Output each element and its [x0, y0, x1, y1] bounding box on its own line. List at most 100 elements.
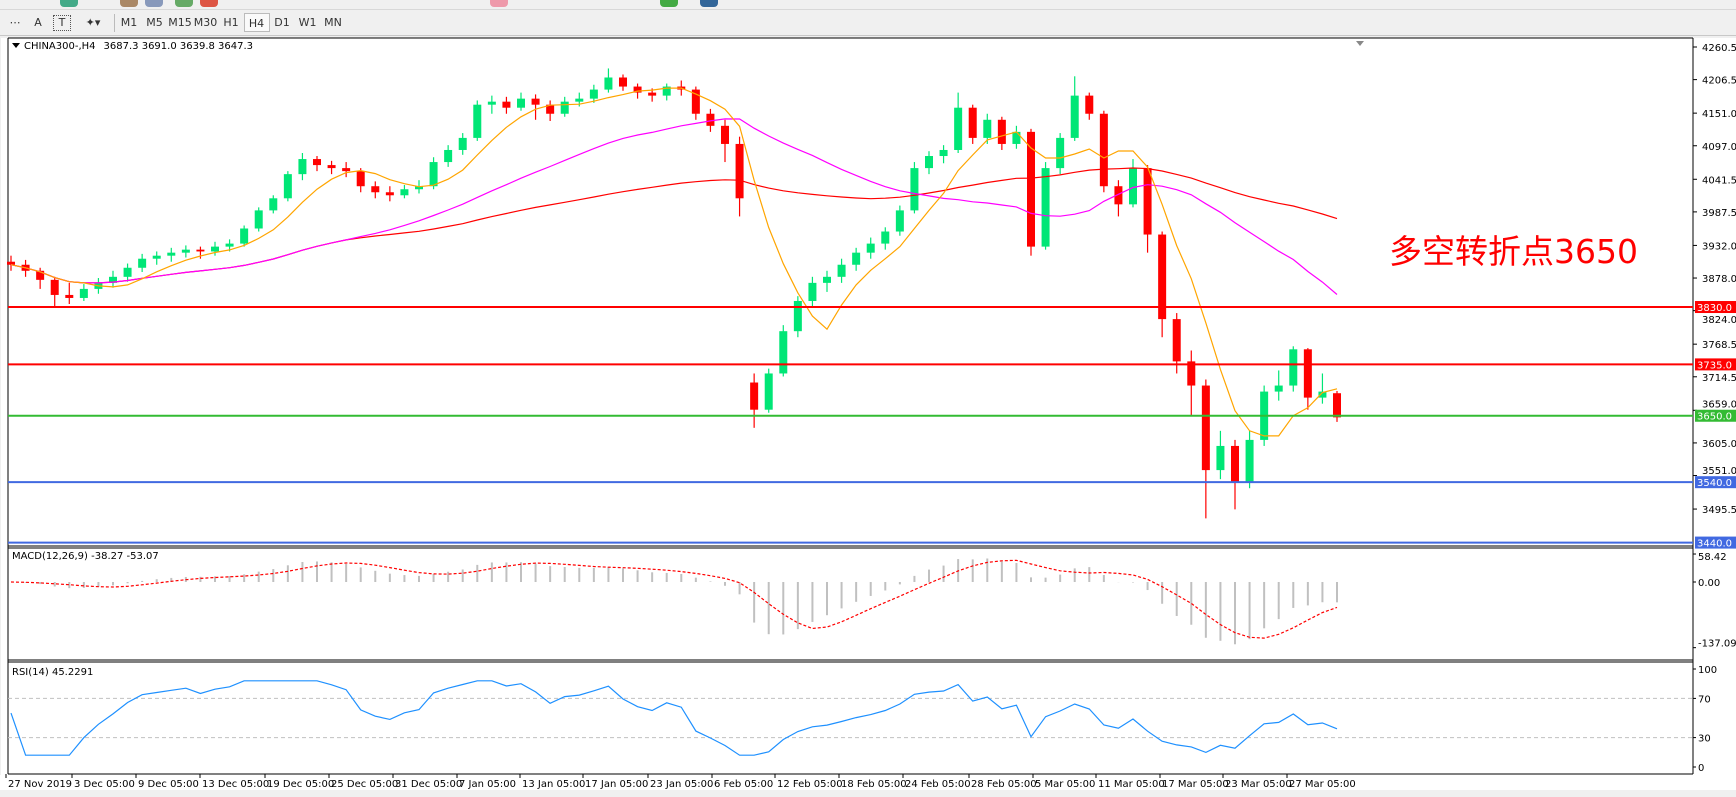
- candle-body: [225, 243, 234, 247]
- tester-icon[interactable]: [175, 0, 193, 7]
- arrows-dropdown-icon[interactable]: ✦▾: [85, 16, 101, 29]
- candle-body: [1056, 137, 1065, 169]
- timeframe-h1-button[interactable]: H1: [223, 16, 239, 29]
- candle: [444, 145, 453, 167]
- terminal-icon[interactable]: [145, 0, 163, 7]
- candle-body: [560, 101, 569, 114]
- timeframe-h4-button[interactable]: H4: [243, 13, 270, 32]
- rsi-label: RSI(14) 45.2291: [12, 667, 93, 678]
- candle-body: [1143, 168, 1152, 235]
- candle-body: [458, 137, 467, 150]
- candle: [50, 276, 59, 308]
- candle-body: [823, 276, 831, 283]
- zoom-in-icon[interactable]: [660, 0, 678, 7]
- time-tick-label: 3 Dec 05:00: [74, 779, 135, 790]
- macd-tick-label: 58.42: [1698, 552, 1727, 563]
- time-tick-label: 5 Mar 05:00: [1035, 779, 1095, 790]
- time-tick-label: 24 Feb 05:00: [905, 779, 971, 790]
- candle-body: [1041, 168, 1050, 247]
- candle: [487, 95, 496, 114]
- candle-body: [1158, 234, 1167, 320]
- candle-body: [50, 279, 59, 295]
- timeframe-w1-button[interactable]: W1: [298, 16, 317, 29]
- candle-body: [283, 174, 292, 199]
- candle-body: [793, 300, 802, 332]
- new-order-icon[interactable]: [60, 0, 78, 7]
- candle: [939, 145, 948, 164]
- time-tick-label: 7 Jan 05:00: [459, 779, 516, 790]
- time-tick-label: 9 Dec 05:00: [138, 779, 199, 790]
- candle: [837, 258, 846, 283]
- candle: [1216, 430, 1225, 480]
- candle-body: [211, 246, 219, 252]
- candle-body: [298, 159, 307, 175]
- candle: [400, 185, 409, 199]
- candle: [823, 270, 831, 292]
- candle: [954, 92, 963, 154]
- help-icon[interactable]: [700, 0, 718, 7]
- candle: [852, 247, 861, 271]
- autotrading-icon[interactable]: [200, 0, 218, 7]
- candle-body: [648, 92, 657, 96]
- candle-body: [910, 168, 919, 211]
- macd-tick-label: 0.00: [1698, 578, 1720, 589]
- candle: [1056, 133, 1065, 175]
- candle: [735, 136, 744, 217]
- candle-body: [371, 186, 380, 193]
- level-price-label: 3830.0: [1697, 303, 1732, 314]
- candle: [691, 86, 700, 120]
- time-tick-label: 27 Nov 2019: [8, 779, 72, 790]
- chart-annotation-text[interactable]: 多空转折点3650: [1389, 232, 1638, 271]
- text-label-tool-button[interactable]: T: [53, 15, 71, 31]
- time-tick-label: 12 Feb 05:00: [777, 779, 843, 790]
- time-tick-label: 13 Jan 05:00: [522, 779, 585, 790]
- candle-body: [79, 288, 88, 298]
- candle-body: [269, 198, 278, 211]
- price-tick-label: 3987.5: [1702, 208, 1736, 219]
- candle: [1172, 313, 1181, 374]
- candle: [109, 270, 117, 288]
- candle-body: [138, 258, 147, 268]
- candle: [356, 168, 365, 193]
- timeframe-d1-button[interactable]: D1: [274, 16, 290, 29]
- candle-body: [881, 231, 890, 244]
- candle-body: [895, 210, 904, 232]
- time-tick-label: 23 Jan 05:00: [650, 779, 713, 790]
- price-tick-label: 4206.5: [1702, 76, 1736, 87]
- candle-body: [589, 89, 598, 99]
- rsi-tick-label: 0: [1698, 763, 1704, 774]
- candle-body: [444, 149, 453, 163]
- chart-menu-triangle-icon[interactable]: [12, 43, 20, 48]
- candle-body: [7, 261, 15, 265]
- navigator-icon[interactable]: [120, 0, 138, 7]
- candle: [1158, 231, 1167, 338]
- timeframe-m15-button[interactable]: M15: [168, 16, 192, 29]
- timeframe-m30-button[interactable]: M30: [193, 16, 218, 29]
- chart-type-icon[interactable]: [490, 0, 508, 7]
- candle-body: [691, 89, 700, 114]
- candle: [1303, 348, 1312, 410]
- candle: [79, 284, 88, 301]
- candle: [123, 263, 132, 282]
- grid-icon[interactable]: ⋯: [9, 16, 21, 29]
- candle: [458, 133, 467, 155]
- timeframe-m1-button[interactable]: M1: [120, 16, 138, 29]
- candle: [254, 207, 263, 232]
- chart-shift-marker-icon[interactable]: [1356, 41, 1364, 46]
- candle: [604, 68, 613, 93]
- candle: [1085, 92, 1094, 120]
- candle: [1012, 125, 1021, 149]
- price-tick-label: 4151.0: [1702, 109, 1736, 120]
- text-tool-button[interactable]: A: [34, 16, 42, 29]
- candle: [910, 162, 919, 214]
- candle-body: [721, 125, 729, 144]
- timeframe-mn-button[interactable]: MN: [324, 16, 342, 29]
- candle-body: [385, 192, 394, 196]
- candle: [1187, 350, 1196, 416]
- timeframe-m5-button[interactable]: M5: [146, 16, 163, 29]
- candle: [371, 181, 380, 199]
- candle: [589, 84, 598, 103]
- candle-body: [779, 331, 788, 374]
- candle: [269, 195, 278, 214]
